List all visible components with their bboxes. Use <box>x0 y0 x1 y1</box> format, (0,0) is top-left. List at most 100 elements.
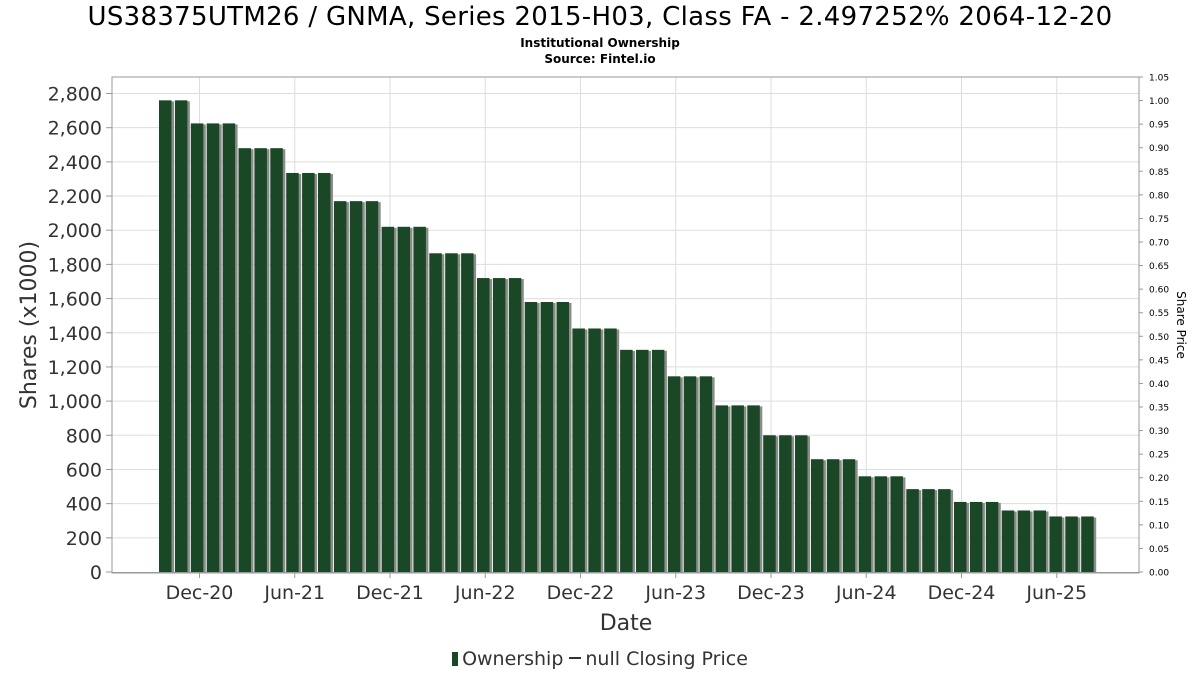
y2-tick-label: 0.40 <box>1149 380 1169 390</box>
bars <box>159 100 1097 572</box>
ownership-bar <box>413 226 426 572</box>
ownership-bar <box>842 459 856 572</box>
y2-tick-label: 0.65 <box>1149 262 1169 272</box>
y2-tick-label: 0.75 <box>1149 215 1169 225</box>
ownership-bar <box>238 148 251 572</box>
y-tick-label: 200 <box>66 528 102 550</box>
ownership-bar <box>222 123 236 572</box>
x-tick-label: Jun-23 <box>644 582 706 604</box>
y2-tick-label: 0.25 <box>1149 451 1169 461</box>
ownership-bar <box>524 301 538 572</box>
price-legend-label: null Closing Price <box>585 648 748 670</box>
ownership-bar <box>636 349 649 572</box>
y2-tick-label: 1.00 <box>1149 97 1169 107</box>
y-tick-label: 1,600 <box>48 289 102 311</box>
ownership-bar <box>159 100 172 572</box>
y-axis-ticks: 0 200 400 600 800 1,000 1,200 1,400 1,600 1,800 2,… <box>48 84 112 584</box>
ownership-bar <box>174 100 188 572</box>
ownership-bar <box>604 328 617 572</box>
x-axis-ticks: Dec-20 Jun-21 Dec-21 Jun-22 Dec-22 Jun-23 Dec-… <box>166 573 1087 604</box>
y2-tick-label: 0.00 <box>1149 569 1169 579</box>
y-tick-label: 1,200 <box>48 357 102 379</box>
ownership-bar <box>461 253 474 572</box>
y-tick-label: 1,400 <box>48 323 102 345</box>
x-tick-label: Jun-22 <box>454 582 516 604</box>
y-tick-label: 2,800 <box>48 84 102 106</box>
y-tick-label: 2,600 <box>48 118 102 140</box>
ownership-legend-swatch <box>452 652 459 666</box>
ownership-bar <box>190 123 204 572</box>
y-tick-label: 1,000 <box>48 391 102 413</box>
ownership-bar <box>795 435 808 572</box>
ownership-bar <box>779 435 792 572</box>
ownership-bar <box>651 349 665 572</box>
ownership-bar <box>349 201 363 572</box>
ownership-bar <box>572 328 585 572</box>
y2-tick-label: 0.10 <box>1149 521 1169 531</box>
chart-title: US38375UTM26 / GNMA, Series 2015-H03, Cl… <box>87 2 1113 32</box>
ownership-bar <box>492 278 506 572</box>
ownership-bar <box>620 349 633 572</box>
ownership-bar <box>445 253 458 572</box>
ownership-bar <box>429 253 442 572</box>
ownership-bar <box>969 501 983 572</box>
y-tick-label: 0 <box>90 562 102 584</box>
x-axis-label: Date <box>600 611 653 636</box>
x-tick-label: Jun-21 <box>263 582 325 604</box>
y-tick-label: 1,800 <box>48 254 102 276</box>
y2-tick-label: 0.50 <box>1149 333 1169 343</box>
ownership-bar <box>858 476 872 572</box>
ownership-bar <box>763 435 776 572</box>
y2-axis-label: Share Price <box>1174 291 1188 359</box>
y2-tick-label: 0.85 <box>1149 168 1169 178</box>
ownership-bar <box>1017 510 1031 572</box>
ownership-bar <box>588 328 601 572</box>
ownership-bar <box>508 278 522 572</box>
legend: Ownership null Closing Price <box>0 648 1200 670</box>
y2-tick-label: 0.55 <box>1149 309 1169 319</box>
ownership-bar <box>540 301 554 572</box>
chart-subtitle: Institutional Ownership <box>520 36 680 50</box>
y2-tick-label: 0.80 <box>1149 191 1169 201</box>
ownership-bar <box>1065 516 1078 572</box>
y-tick-label: 2,400 <box>48 152 102 174</box>
ownership-bar <box>826 459 840 572</box>
ownership-bar <box>667 376 681 572</box>
y-tick-label: 2,200 <box>48 186 102 208</box>
y-axis-label: Shares (x1000) <box>17 241 42 409</box>
y2-tick-label: 0.95 <box>1149 121 1169 131</box>
ownership-bar <box>938 489 951 572</box>
y2-tick-label: 0.35 <box>1149 404 1169 414</box>
x-tick-label: Jun-24 <box>835 582 897 604</box>
ownership-bar <box>302 172 315 572</box>
y2-tick-label: 0.70 <box>1149 239 1169 249</box>
y2-tick-label: 0.90 <box>1149 144 1169 154</box>
x-tick-label: Dec-24 <box>928 582 996 604</box>
ownership-bar <box>874 476 887 572</box>
y2-tick-label: 0.30 <box>1149 427 1169 437</box>
y-tick-label: 400 <box>66 494 102 516</box>
ownership-bar <box>1049 516 1062 572</box>
x-tick-label: Dec-21 <box>356 582 424 604</box>
y-tick-label: 600 <box>66 459 102 481</box>
ownership-bar <box>699 376 713 572</box>
x-tick-label: Dec-22 <box>547 582 615 604</box>
ownership-bar <box>206 123 220 572</box>
x-tick-label: Dec-23 <box>737 582 805 604</box>
ownership-bar <box>1033 510 1046 572</box>
ownership-bar <box>254 148 267 572</box>
ownership-bar <box>715 405 728 572</box>
ownership-bar <box>397 226 410 572</box>
ownership-bar <box>810 459 824 572</box>
ownership-bar <box>333 201 347 572</box>
ownership-bar <box>890 476 903 572</box>
ownership-legend-label: Ownership <box>462 648 564 670</box>
y2-tick-label: 0.60 <box>1149 286 1169 296</box>
ownership-bar <box>270 148 283 572</box>
ownership-bar <box>1081 516 1094 572</box>
ownership-bar <box>954 501 967 572</box>
y2-axis-ticks: 0.00 0.05 0.10 0.15 0.20 0.25 0.30 0.35 0.40 0.45… <box>1139 74 1169 579</box>
x-tick-label: Dec-20 <box>166 582 234 604</box>
y2-tick-label: 0.05 <box>1149 545 1169 555</box>
ownership-bar <box>922 489 935 572</box>
